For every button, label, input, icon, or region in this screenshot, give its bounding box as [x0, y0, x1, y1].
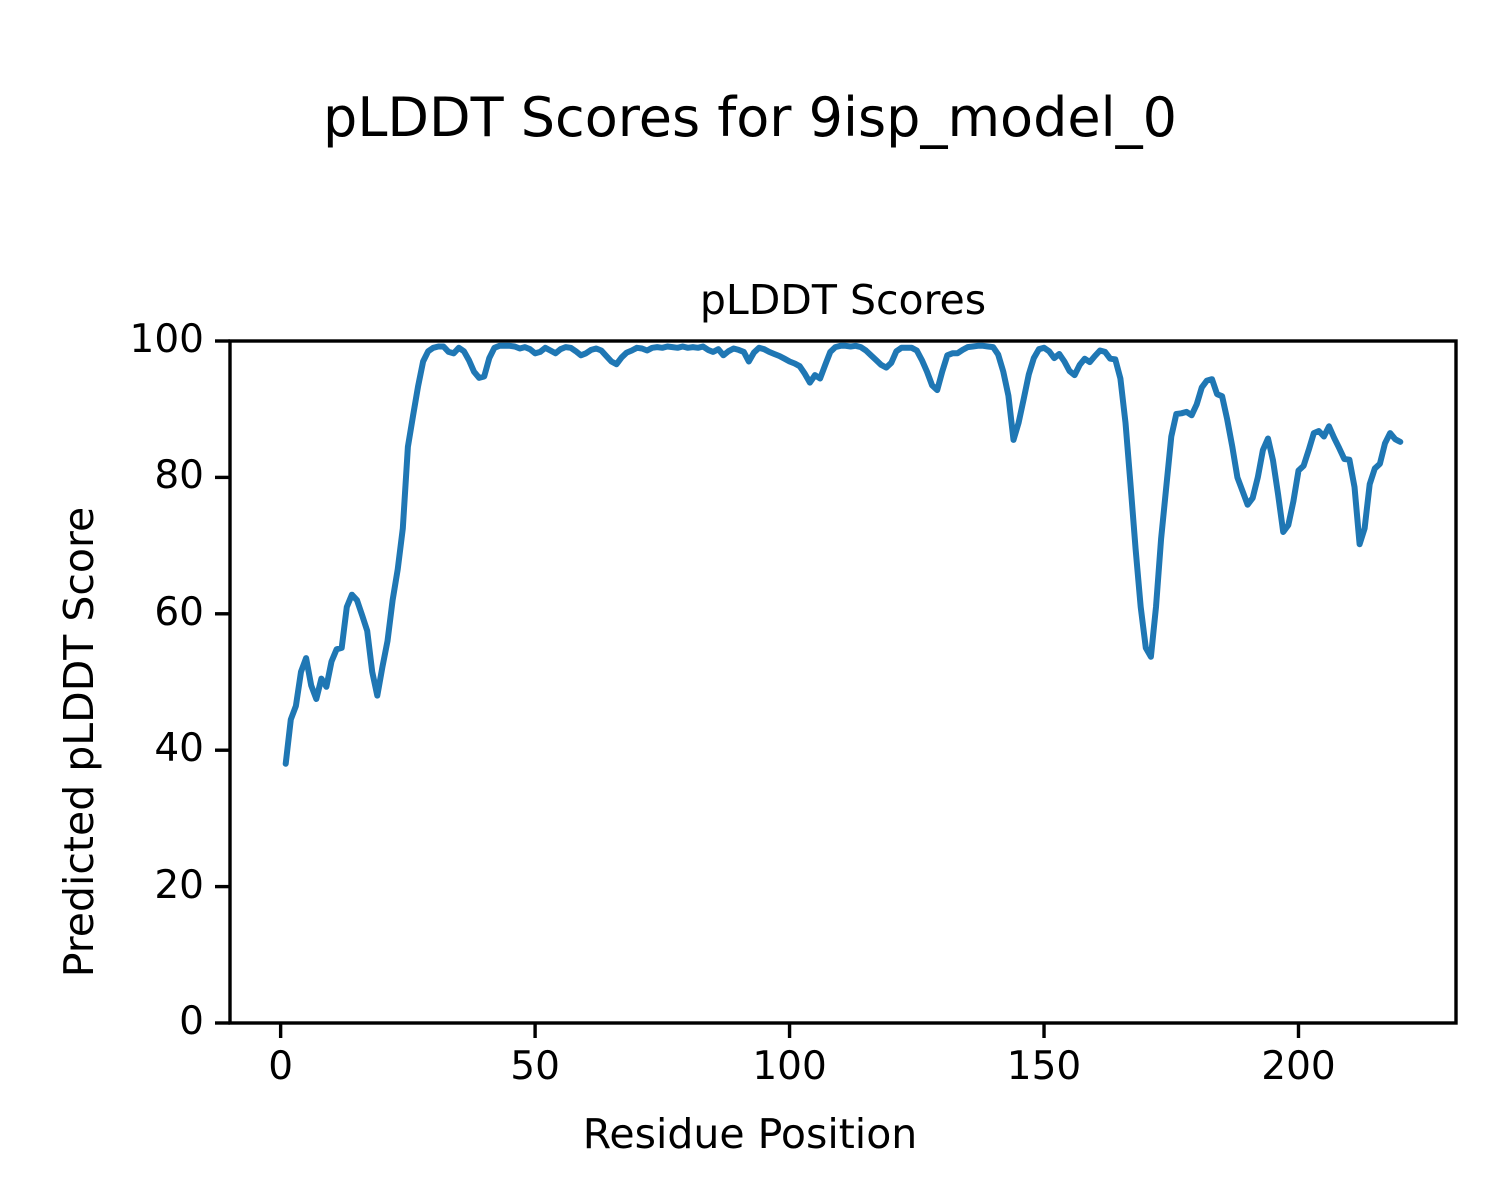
x-tick-label: 100: [752, 1044, 827, 1089]
y-tick-label: 60: [154, 589, 204, 635]
x-tick-label: 50: [510, 1044, 560, 1089]
plddt-line: [282, 342, 1404, 767]
y-tick-label: 0: [179, 999, 204, 1044]
axes-title: pLDDT Scores: [699, 276, 987, 324]
y-tick-label: 80: [154, 453, 204, 499]
figure-suptitle: pLDDT Scores for 9isp_model_0: [323, 86, 1177, 149]
y-tick-label: 40: [154, 726, 204, 772]
x-axis-label: Residue Position: [582, 1110, 918, 1158]
y-tick-label: 100: [129, 317, 204, 362]
x-tick-label: 150: [1006, 1044, 1082, 1089]
x-tick-label: 0: [268, 1044, 294, 1089]
axes-spines: [228, 339, 1458, 1025]
y-tick-label: 20: [154, 862, 204, 908]
x-tick-label: 200: [1261, 1044, 1336, 1089]
